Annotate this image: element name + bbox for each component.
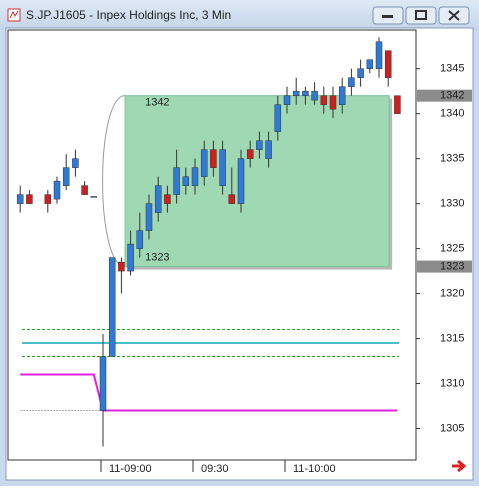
- candle-body: [228, 194, 236, 204]
- candle-body: [81, 185, 88, 195]
- y-tick-label: 1325: [440, 243, 464, 255]
- y-tick-label: 1335: [440, 153, 464, 165]
- candle-body: [200, 149, 208, 177]
- candle-body: [366, 59, 374, 69]
- candle-body: [265, 140, 272, 159]
- series-line: [20, 373, 398, 412]
- candle-body: [62, 167, 70, 186]
- y-tick-label: 1305: [440, 422, 464, 434]
- x-tick-label: 11-09:00: [109, 463, 152, 475]
- candle-body: [375, 41, 383, 69]
- x-tick-label: 09:30: [201, 463, 229, 475]
- candle-body: [99, 356, 107, 411]
- price-marker-label: 1323: [440, 260, 464, 272]
- app-icon-glyph: [9, 10, 19, 19]
- price-marker-label: 1342: [440, 90, 464, 102]
- candle-body: [145, 203, 153, 231]
- candle-body: [256, 140, 263, 150]
- window-buttons[interactable]: [372, 6, 470, 25]
- maximize-button[interactable]: [405, 6, 437, 25]
- scroll-arrow[interactable]: [452, 459, 467, 473]
- candle-body: [283, 95, 291, 105]
- candle-body: [274, 104, 282, 132]
- candle-body: [164, 194, 171, 204]
- zone-top-label: 1342: [145, 97, 169, 109]
- candle-body: [311, 90, 318, 101]
- candle-body: [53, 180, 61, 200]
- y-tick-label: 1320: [440, 287, 464, 299]
- candle-body: [118, 261, 125, 272]
- minimize-glyph: [382, 15, 393, 18]
- candle-body: [108, 257, 116, 357]
- y-tick-label: 1340: [440, 108, 464, 120]
- candle-body: [292, 90, 300, 96]
- candle-body: [302, 90, 309, 96]
- y-tick-label: 1345: [440, 63, 464, 75]
- price-marker: [417, 260, 472, 273]
- candle-body: [329, 95, 337, 110]
- candle-body: [127, 243, 134, 272]
- candle-body: [72, 158, 79, 168]
- candle-body: [384, 50, 392, 78]
- maximize-glyph: [415, 10, 427, 20]
- candle-body: [219, 149, 226, 186]
- candle-body: [90, 196, 98, 198]
- candle-body: [394, 95, 401, 114]
- price-marker: [417, 89, 472, 102]
- candle-body: [338, 86, 346, 105]
- candle-body: [154, 185, 162, 213]
- candle-body: [237, 158, 245, 204]
- close-glyph: [448, 10, 460, 21]
- candle-body: [26, 194, 33, 204]
- candle-body: [246, 149, 254, 159]
- candle-body: [16, 194, 24, 204]
- candle-body: [210, 149, 217, 168]
- candle-body: [173, 167, 180, 195]
- y-tick-label: 1330: [440, 198, 464, 210]
- zone-bottom-label: 1323: [145, 251, 169, 263]
- zone: [124, 95, 390, 268]
- y-tick-label: 1315: [440, 332, 464, 344]
- candle-body: [44, 194, 52, 204]
- candle-body: [191, 167, 199, 186]
- candle-body: [320, 95, 328, 105]
- window-title: S.JP.J1605 - Inpex Holdings Inc, 3 Min: [26, 8, 231, 22]
- candle-body: [357, 68, 364, 78]
- candle-body: [182, 176, 190, 186]
- x-tick-label: 11-10:00: [293, 463, 336, 475]
- y-tick-label: 1310: [440, 377, 464, 389]
- candle-body: [348, 77, 355, 87]
- candle-body: [136, 230, 144, 249]
